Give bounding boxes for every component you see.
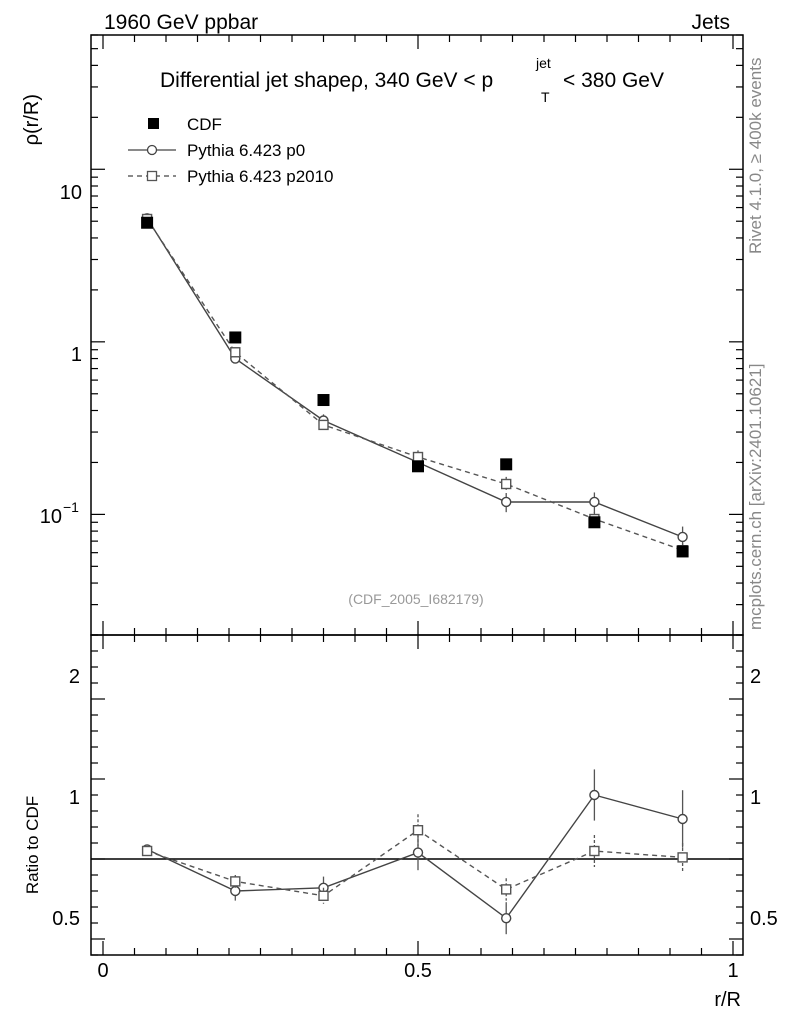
main-data-point-p0 [589, 496, 600, 508]
main-data-point-p0 [501, 496, 512, 508]
main-data-point-p2010 [230, 347, 241, 358]
ratio-y-tick-label-1: 1 [69, 787, 80, 809]
plot-frames [90, 34, 744, 956]
main-data-point-p2010 [318, 419, 329, 431]
header-left-label: 1960 GeV ppbar [104, 11, 258, 34]
main-data-point-cdf [676, 545, 689, 558]
legend-label-p0: Pythia 6.423 p0 [187, 141, 305, 160]
legend-label-cdf: CDF [187, 115, 222, 134]
ratio-data-point-p2010 [501, 884, 512, 895]
ratio-series-line-open-square [146, 829, 683, 897]
main-data-point-p0 [677, 531, 688, 543]
title-tail-text: < 380 GeV [563, 69, 664, 92]
x-axis-label: r/R [714, 989, 741, 1011]
main-data-point-p2010 [412, 451, 424, 463]
main-data-point-cdf [412, 460, 424, 473]
y-tick-label-0-1-exp: −1 [63, 499, 79, 515]
legend-marker-p2010 [146, 170, 158, 182]
mcplots-label: mcplots.cern.ch [arXiv:2401.10621] [746, 364, 765, 630]
ratio-y-axis-label: Ratio to CDF [23, 796, 42, 894]
main-data-point-p2010 [501, 478, 512, 490]
x-tick-label-1: 1 [727, 960, 738, 982]
ratio-data-point-p2010 [141, 845, 153, 857]
ratio-data-point-p0 [677, 813, 688, 825]
main-data-point-cdf [229, 331, 242, 344]
title-superscript: jet [535, 55, 551, 71]
header-right-label: Jets [691, 11, 730, 34]
main-series-line-open-circle [146, 217, 683, 538]
analysis-id-label: (CDF_2005_I682179) [348, 591, 483, 607]
legend-marker-p0 [146, 144, 158, 156]
ratio-data-point-p0 [501, 913, 512, 924]
ratio-y-tick-label-2: 2 [69, 666, 80, 688]
y-tick-label-0-1-base: 10 [40, 506, 62, 528]
main-y-axis-label: ρ(r/R) [21, 94, 43, 145]
legend-marker-cdf [148, 118, 159, 129]
ratio-data-point-p0 [589, 789, 600, 801]
ratio-data-point-p2010 [230, 876, 241, 887]
ratio-data-point-p2010 [677, 852, 688, 863]
x-tick-label-0-5: 0.5 [404, 960, 432, 982]
ratio-data-point-p0 [412, 847, 424, 858]
ratio-y-tick-label-0-5-right: 0.5 [750, 908, 778, 930]
main-data-point-cdf [141, 216, 154, 229]
legend-label-p2010: Pythia 6.423 p2010 [187, 167, 334, 186]
title-main-text: Differential jet shapeρ, 340 GeV < p [160, 69, 493, 92]
ratio-data-point-p2010 [318, 890, 329, 901]
ratio-data-point-p0 [230, 885, 241, 897]
main-data-point-cdf [500, 458, 513, 471]
y-tick-label-1: 1 [71, 344, 82, 366]
main-data-point-cdf [317, 394, 330, 407]
y-tick-label-10: 10 [60, 182, 82, 204]
legend: CDF Pythia 6.423 p0 Pythia 6.423 p2010 [128, 115, 334, 186]
main-data-point-cdf [588, 516, 601, 529]
ratio-data-point-p2010 [412, 825, 424, 836]
main-series-line-open-square [146, 218, 683, 551]
ratio-y-tick-label-0-5: 0.5 [52, 908, 80, 930]
ratio-data-point-p2010 [589, 845, 600, 857]
chart-marks [141, 213, 689, 935]
rivet-version-label: Rivet 4.1.0, ≥ 400k events [746, 58, 765, 254]
title-subscript: T [541, 89, 550, 105]
ratio-y-tick-label-2-right: 2 [750, 666, 761, 688]
ratio-panel-frame [90, 634, 744, 956]
ratio-y-tick-label-1-right: 1 [750, 787, 761, 809]
x-tick-label-0: 0 [97, 960, 108, 982]
main-title: Differential jet shapeρ, 340 GeV < p [160, 69, 493, 92]
